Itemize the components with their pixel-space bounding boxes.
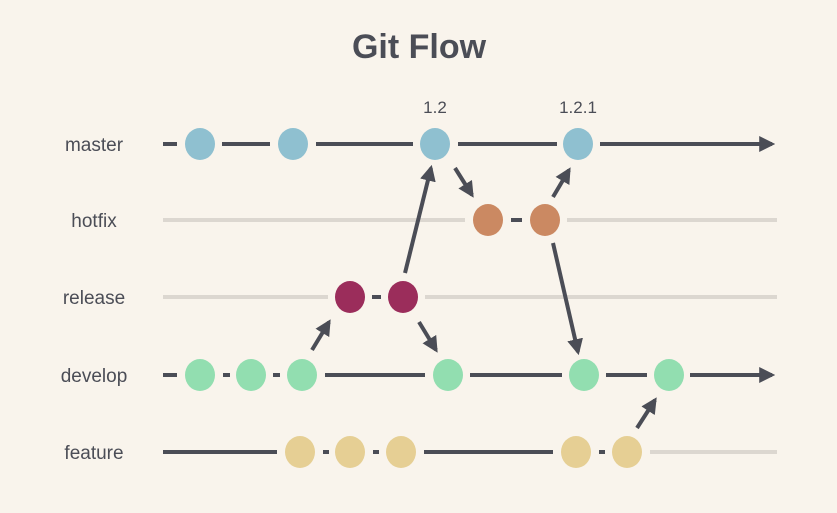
merge-arrow-hotfix-to-develop [551, 242, 583, 356]
merge-arrow-release-to-develop [417, 320, 438, 353]
release-commit-node [335, 281, 365, 313]
release-commit-node [388, 281, 418, 313]
merge-arrow-master-to-hotfix [453, 166, 474, 198]
merge-arrow-feature-to-develop [635, 397, 657, 430]
tag-label: 1.2.1 [559, 98, 597, 117]
feature-commit-node [335, 436, 365, 468]
feature-commit-node [386, 436, 416, 468]
develop-commit-node [287, 359, 317, 391]
merge-arrow-release-to-master [403, 164, 436, 274]
feature-commit-node [561, 436, 591, 468]
branch-label-master: master [65, 135, 124, 156]
branch-arrow-develop-to-release [310, 319, 331, 352]
branch-label-feature: feature [64, 443, 123, 464]
feature-commit-node [612, 436, 642, 468]
master-commit-node [563, 128, 593, 160]
feature-commit-node [285, 436, 315, 468]
master-commit-node [185, 128, 215, 160]
develop-commit-node [654, 359, 684, 391]
merge-arrow-hotfix-to-master [551, 167, 571, 199]
develop-commit-node [236, 359, 266, 391]
develop-commit-node [433, 359, 463, 391]
branch-label-hotfix: hotfix [71, 211, 117, 232]
master-commit-node [278, 128, 308, 160]
hotfix-commit-node [530, 204, 560, 236]
develop-commit-node [569, 359, 599, 391]
hotfix-commit-node [473, 204, 503, 236]
branch-label-release: release [63, 288, 125, 309]
branch-label-develop: develop [61, 366, 128, 387]
diagram-title: Git Flow [352, 28, 487, 66]
master-commit-node [420, 128, 450, 160]
develop-commit-node [185, 359, 215, 391]
tag-label: 1.2 [423, 98, 447, 117]
